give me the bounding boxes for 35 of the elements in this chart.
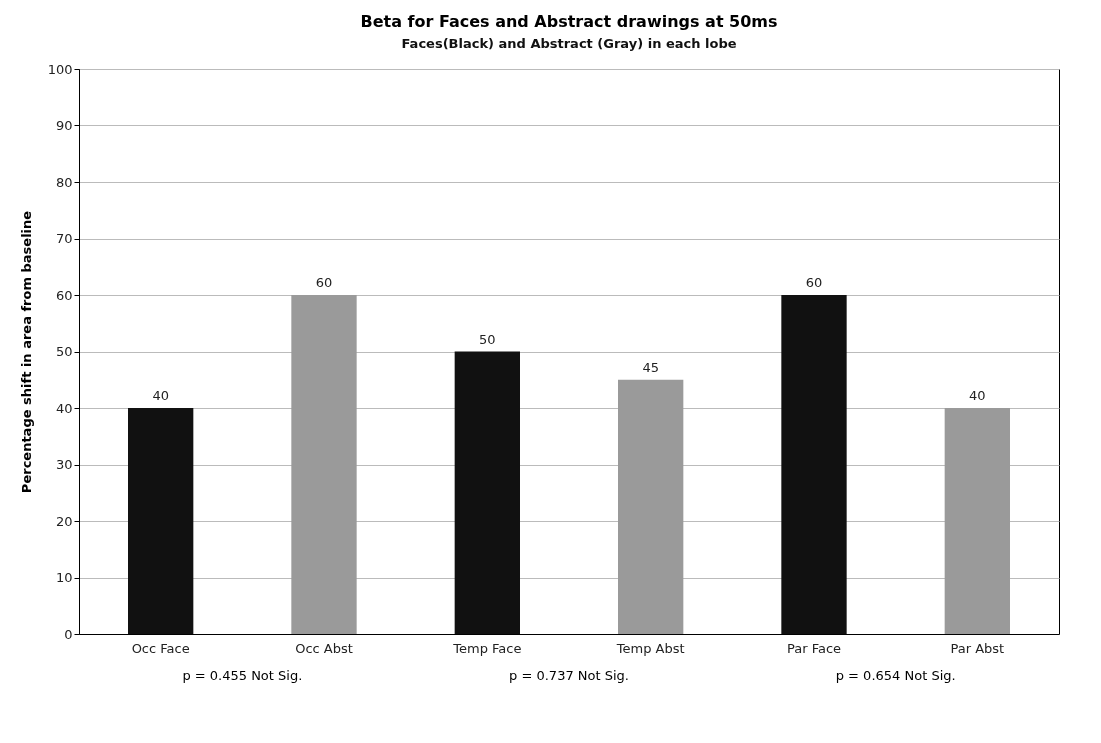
- data-label: 50: [479, 331, 496, 347]
- y-tick-label: 60: [55, 287, 73, 303]
- y-tick-label: 10: [55, 570, 73, 585]
- bar: [944, 408, 1010, 634]
- y-tick-label: 70: [55, 231, 73, 246]
- bar: [454, 351, 520, 634]
- x-tick-label: Temp Abst: [615, 640, 685, 656]
- y-tick-label: 30: [55, 457, 73, 472]
- data-label: 40: [969, 388, 986, 403]
- bar: [781, 295, 847, 634]
- y-tick-label: 0: [64, 626, 73, 642]
- x-tick-label: Temp Face: [452, 640, 522, 656]
- x-tick-label: Occ Abst: [295, 640, 353, 656]
- text: p = 0.737 Not Sig.: [509, 668, 629, 683]
- data-label: 60: [805, 275, 823, 290]
- bar: [291, 295, 357, 634]
- x-tick-label: Par Face: [786, 640, 842, 656]
- text: p = 0.654 Not Sig.: [835, 668, 956, 683]
- y-tick-label: 20: [55, 513, 73, 529]
- data-label: 45: [642, 359, 659, 375]
- y-tick-label: 100: [47, 61, 73, 77]
- x-tick-label: Par Abst: [950, 640, 1005, 656]
- y-tick-label: 80: [55, 174, 73, 190]
- chart-title: Beta for Faces and Abstract drawings at 50ms: [360, 12, 778, 31]
- data-label: 60: [315, 275, 333, 290]
- chart-subtitle: Faces(Black) and Abstract (Gray) in each lobe: [401, 36, 737, 51]
- y-axis-title: Percentage shift in area from baseline: [18, 210, 34, 494]
- y-tick-label: 90: [55, 118, 73, 133]
- data-label: 40: [152, 388, 169, 403]
- bar: [128, 408, 194, 634]
- y-tick-label: 50: [55, 344, 73, 359]
- x-tick-label: Occ Face: [131, 640, 190, 656]
- text: p = 0.455 Not Sig.: [182, 668, 303, 683]
- y-tick-label: 40: [55, 400, 73, 416]
- bar: [618, 379, 684, 634]
